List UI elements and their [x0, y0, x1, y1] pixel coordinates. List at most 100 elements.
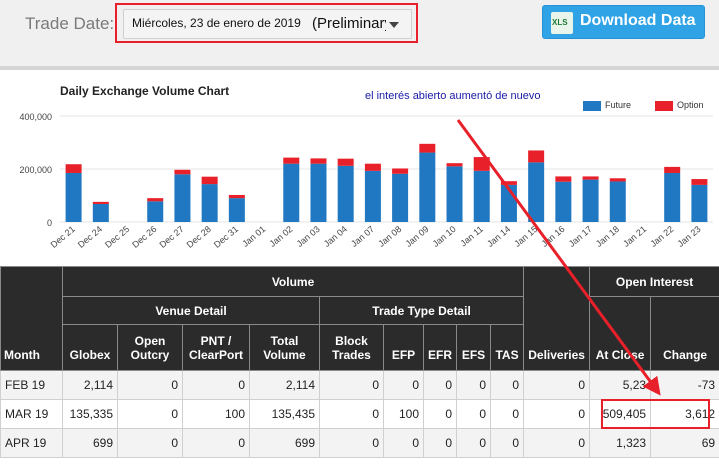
bar-future	[555, 181, 572, 222]
cell-tas: 0	[489, 370, 525, 400]
open-interest-highlight-box	[601, 399, 710, 429]
cell-tas: 0	[489, 399, 525, 429]
top-bar: Trade Date: Miércoles, 23 de enero de 20…	[0, 0, 719, 66]
cell-block: 0	[319, 370, 384, 400]
bar-future	[283, 163, 300, 222]
legend-label-option: Option	[677, 100, 704, 110]
cell-efp: 0	[383, 428, 424, 458]
cell-month: MAR 19	[0, 399, 63, 429]
trade-date-select[interactable]: Miércoles, 23 de enero de 2019 (Prelimin…	[123, 9, 412, 39]
cell-month: APR 19	[0, 428, 63, 458]
bar-option	[310, 158, 327, 164]
download-data-label: Download Data	[580, 12, 696, 29]
header-venue-detail: Venue Detail	[62, 296, 320, 325]
x-tick-label: Jan 16	[540, 224, 567, 249]
x-tick-label: Jan 22	[648, 224, 675, 249]
header-block-trades: Block Trades	[319, 324, 384, 371]
bar-future	[92, 203, 109, 222]
legend-label-future: Future	[605, 100, 632, 110]
bar-option	[228, 194, 245, 199]
header-open-outcry: Open Outcry	[117, 324, 183, 371]
x-tick-label: Jan 02	[267, 224, 294, 249]
trade-date-status: (Preliminary	[312, 15, 386, 32]
bar-future	[609, 181, 626, 222]
header-efr: EFR	[423, 324, 457, 371]
volume-table: Month Volume Deliveries Open Interest Ve…	[0, 266, 719, 458]
cell-globex: 2,114	[62, 370, 118, 400]
x-tick-label: Dec 31	[212, 224, 240, 250]
bar-future	[310, 163, 327, 222]
x-tick-label: Jan 07	[349, 224, 376, 249]
xls-file-icon: XLS	[551, 12, 573, 34]
bar-future	[65, 172, 82, 222]
cell-efp: 0	[383, 370, 424, 400]
x-tick-label: Dec 24	[76, 224, 104, 250]
bar-option	[446, 163, 463, 167]
x-tick-label: Dec 28	[185, 224, 213, 250]
bar-future	[664, 172, 681, 222]
legend-item-option[interactable]: Option	[655, 100, 704, 111]
cell-block: 0	[319, 399, 384, 429]
cell-deliveries: 0	[523, 370, 591, 400]
chart-title: Daily Exchange Volume Chart	[60, 84, 230, 98]
x-tick-label: Jan 14	[485, 224, 512, 249]
legend-item-future[interactable]: Future	[583, 100, 631, 111]
chevron-down-icon[interactable]	[389, 22, 399, 28]
cell-pnt: 100	[182, 399, 250, 429]
bar-future	[419, 152, 436, 222]
x-tick-label: Jan 21	[621, 224, 648, 249]
x-tick-label: Jan 03	[295, 224, 322, 249]
x-tick-label: Jan 08	[376, 224, 403, 249]
header-tas: TAS	[489, 324, 525, 371]
cell-tas: 0	[489, 428, 525, 458]
future-swatch-icon	[583, 100, 601, 111]
bar-option	[473, 157, 490, 171]
bar-future	[691, 184, 708, 222]
bar-option	[174, 169, 191, 175]
x-tick-label: Jan 11	[458, 224, 485, 249]
y-tick-label: 200,000	[19, 165, 52, 175]
cell-efp: 100	[383, 399, 424, 429]
bar-option	[147, 198, 164, 202]
header-volume: Volume	[61, 266, 525, 297]
bar-future	[446, 166, 463, 222]
option-swatch-icon	[655, 100, 673, 111]
bar-future	[147, 201, 164, 222]
cell-globex: 699	[62, 428, 118, 458]
cell-deliveries: 0	[523, 428, 591, 458]
x-tick-label: Jan 17	[567, 224, 594, 249]
download-data-button[interactable]: XLS Download Data	[542, 5, 705, 39]
bar-option	[201, 176, 218, 185]
table-row: FEB 19 2,114 0 0 2,114 0 0 0 0 0 0 5,23 …	[0, 370, 719, 400]
cell-efs: 0	[456, 399, 491, 429]
trade-date-value: Miércoles, 23 de enero de 2019	[132, 16, 301, 30]
cell-block: 0	[319, 428, 384, 458]
header-change: Change	[650, 296, 719, 371]
header-pnt-clearport: PNT / ClearPort	[182, 324, 250, 371]
bar-future	[582, 179, 599, 222]
cell-efr: 0	[423, 399, 457, 429]
header-total-volume: Total Volume	[249, 324, 320, 371]
volume-table-container: Month Volume Deliveries Open Interest Ve…	[0, 266, 719, 466]
x-tick-label: Dec 21	[49, 224, 77, 250]
x-tick-label: Jan 01	[240, 224, 267, 249]
trade-date-label: Trade Date:	[25, 14, 115, 33]
bar-future	[528, 162, 545, 222]
bar-option	[364, 163, 381, 171]
bar-future	[392, 173, 409, 222]
x-tick-label: Jan 04	[322, 224, 349, 249]
header-efs: EFS	[456, 324, 491, 371]
cell-efr: 0	[423, 428, 457, 458]
bar-future	[228, 198, 245, 222]
cell-pnt: 0	[182, 370, 250, 400]
header-globex: Globex	[62, 324, 118, 371]
bar-option	[528, 150, 545, 163]
x-tick-label: Jan 09	[403, 224, 430, 249]
x-tick-label: Dec 27	[157, 224, 185, 250]
cell-total: 699	[249, 428, 320, 458]
bar-option	[392, 168, 409, 174]
bar-future	[364, 170, 381, 222]
cell-change: -73	[650, 370, 719, 400]
cell-total: 2,114	[249, 370, 320, 400]
divider	[0, 66, 719, 70]
